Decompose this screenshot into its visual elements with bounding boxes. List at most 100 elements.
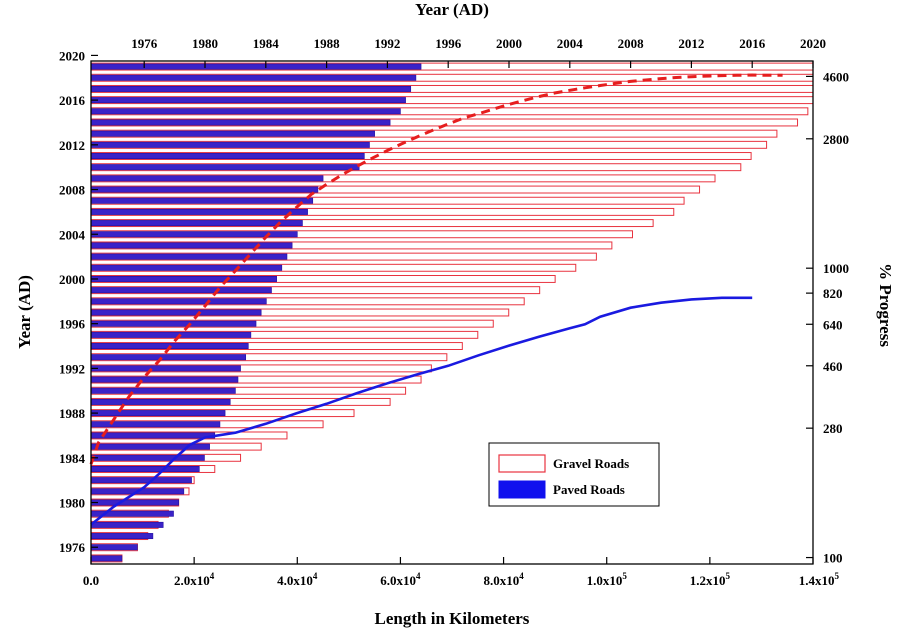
paved-bar — [90, 499, 179, 506]
top-x-tick-label: 1988 — [314, 36, 341, 51]
legend-label-gravel: Gravel Roads — [553, 456, 629, 471]
paved-bar — [90, 387, 236, 394]
right-tick-label: 460 — [823, 359, 843, 374]
y-tick-label: 2004 — [59, 227, 86, 242]
paved-bar — [90, 108, 401, 115]
tick-labels-layer: 0.0 2.0x104 4.0x104 6.0x104 8.0x104 1.0x105 1.… — [59, 36, 849, 588]
y-tick-label: 2016 — [59, 93, 86, 108]
x-tick-exponent: 4 — [416, 571, 421, 581]
right-tick-label: 4600 — [823, 69, 849, 84]
paved-bar — [90, 164, 360, 171]
paved-bar — [90, 97, 406, 104]
paved-bar — [90, 74, 417, 81]
top-x-tick-label: 1976 — [131, 36, 158, 51]
y-tick-label: 2000 — [59, 272, 85, 287]
paved-bar — [90, 186, 319, 193]
legend-swatch-gravel — [498, 454, 546, 473]
top-x-tick-label: 2016 — [739, 36, 766, 51]
top-x-tick-label: 1992 — [374, 36, 400, 51]
paved-bar — [90, 264, 283, 271]
paved-bar — [90, 376, 239, 383]
x-tick-label: 0.0 — [83, 573, 99, 588]
x-tick-label: 1.4x105 — [799, 571, 840, 588]
top-x-axis-title: Year (AD) — [415, 0, 489, 19]
paved-bar — [90, 119, 391, 126]
right-tick-label: 820 — [823, 286, 843, 301]
y-tick-label: 1988 — [59, 406, 86, 421]
paved-bar — [90, 533, 154, 540]
top-x-tick-label: 2004 — [557, 36, 584, 51]
y-tick-label: 1996 — [59, 317, 86, 332]
right-tick-label: 280 — [823, 421, 843, 436]
paved-bar — [90, 298, 267, 305]
y-axis-title: Year (AD) — [15, 275, 34, 349]
x-tick-label: 8.0x104 — [483, 571, 524, 588]
paved-bar — [90, 477, 192, 484]
paved-bar — [90, 365, 241, 372]
paved-bar — [90, 309, 262, 316]
paved-bar — [90, 253, 288, 260]
bars-layer — [90, 62, 814, 563]
y-tick-label: 2012 — [59, 138, 85, 153]
right-tick-label: 1000 — [823, 261, 849, 276]
paved-bar — [90, 175, 324, 182]
top-x-tick-label: 1980 — [192, 36, 218, 51]
top-x-tick-label: 1984 — [253, 36, 280, 51]
legend-swatch-paved — [498, 480, 546, 499]
paved-progress-line — [90, 296, 753, 526]
paved-bar — [90, 197, 314, 204]
paved-bar — [90, 242, 293, 249]
paved-bar — [90, 521, 164, 528]
paved-bar — [90, 141, 370, 148]
y-tick-label: 1992 — [59, 361, 85, 376]
paved-bar — [90, 153, 365, 159]
x-tick-label: 6.0x104 — [380, 571, 421, 588]
x-tick-label: 4.0x104 — [277, 571, 318, 588]
gravel-progress-line — [89, 73, 783, 465]
x-tick-label: 1.2x105 — [690, 571, 731, 588]
lines-layer — [89, 73, 783, 526]
x-tick-exponent: 5 — [725, 571, 730, 581]
plot-frame — [90, 60, 814, 565]
top-x-tick-label: 2012 — [678, 36, 704, 51]
top-x-tick-label: 2008 — [618, 36, 645, 51]
top-x-tick-label: 2000 — [496, 36, 522, 51]
y-tick-label: 1980 — [59, 496, 85, 511]
paved-bar — [90, 208, 308, 215]
x-axis-title: Length in Kilometers — [375, 609, 530, 628]
top-x-tick-label: 2020 — [800, 36, 826, 51]
paved-bar — [90, 354, 247, 361]
x-tick-label: 1.0x105 — [587, 571, 628, 588]
paved-bar — [90, 398, 231, 405]
paved-bar — [90, 220, 303, 227]
right-tick-label: 2800 — [823, 132, 849, 147]
y-tick-label: 2020 — [59, 48, 85, 63]
paved-bar — [90, 130, 375, 137]
paved-bar — [90, 287, 272, 294]
x-tick-exponent: 5 — [622, 571, 627, 581]
paved-bar — [90, 466, 200, 472]
x-tick-exponent: 5 — [835, 571, 840, 581]
paved-bar — [90, 85, 412, 92]
right-tick-label: 640 — [823, 317, 843, 332]
y-tick-label: 1976 — [59, 540, 86, 555]
x-tick-exponent: 4 — [519, 571, 524, 581]
paved-bar — [90, 555, 123, 562]
paved-bar — [90, 454, 205, 461]
x-tick-label: 2.0x104 — [174, 571, 215, 588]
y-tick-label: 1984 — [59, 451, 86, 466]
right-y-axis-title: % Progress — [876, 263, 895, 347]
ticks-layer — [90, 54, 814, 564]
legend-label-paved: Paved Roads — [553, 482, 625, 497]
x-tick-exponent: 4 — [210, 571, 215, 581]
x-tick-exponent: 4 — [313, 571, 318, 581]
paved-bar — [90, 63, 422, 70]
y-tick-label: 2008 — [59, 183, 86, 198]
legend: Gravel Roads Paved Roads — [488, 442, 660, 507]
paved-bar — [90, 410, 226, 417]
paved-bar — [90, 432, 216, 439]
paved-bar — [90, 275, 277, 282]
right-tick-label: 100 — [823, 551, 843, 566]
